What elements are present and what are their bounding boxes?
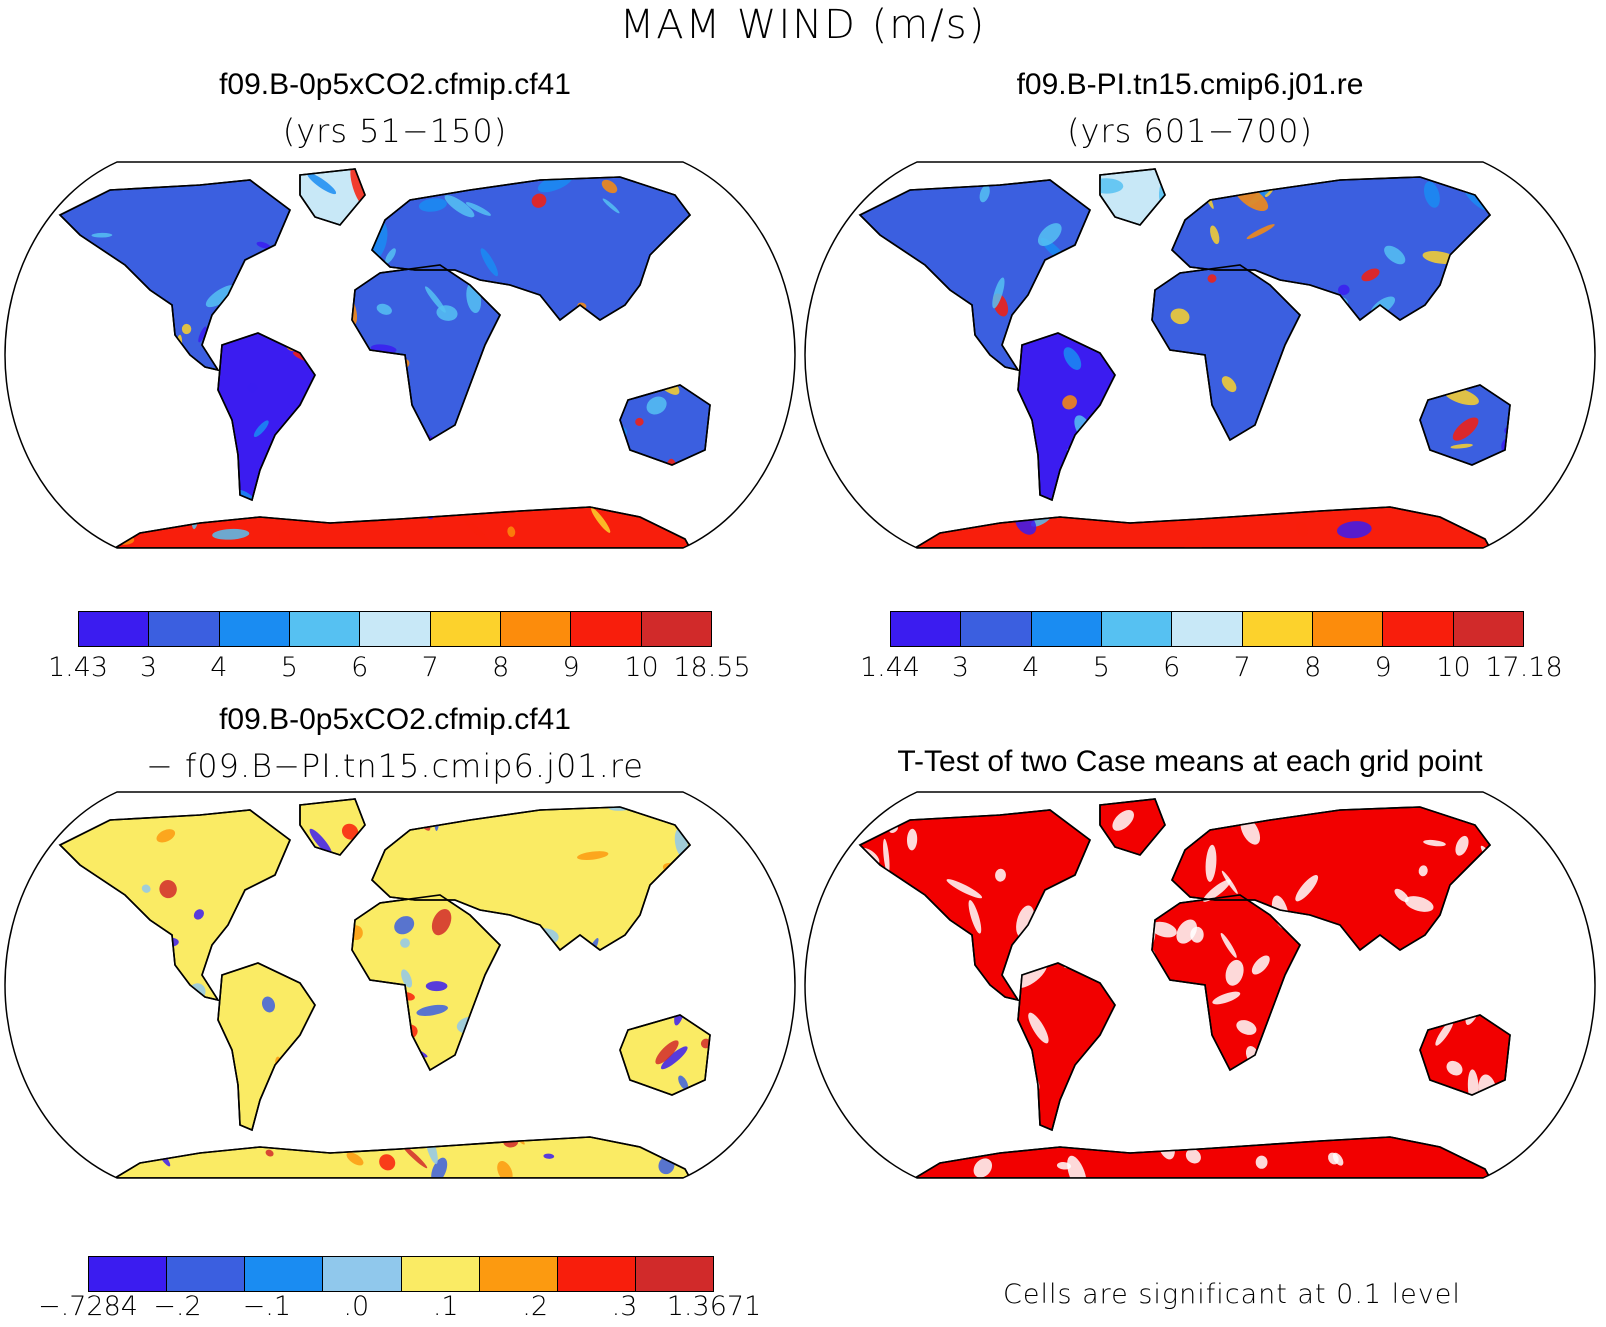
map-boundary [4, 161, 796, 549]
land-antarctica [112, 1136, 692, 1178]
colorbar-tick-label: 5 [1092, 652, 1110, 683]
colorbar-swatch [1031, 612, 1102, 646]
colorbar-swatch [1383, 612, 1454, 646]
colorbar-swatch [323, 1257, 402, 1291]
map-panel-4 [804, 791, 1596, 1179]
panel1-subtitle: (yrs 51−150) [282, 112, 508, 150]
colorbar-swatch [167, 1257, 246, 1291]
land-africa [351, 264, 501, 442]
map-panel-1 [4, 161, 796, 549]
colorbar-tick-label: 9 [1374, 652, 1392, 683]
colorbar-tick-label: 8 [492, 652, 510, 683]
colorbar-swatch [289, 612, 361, 646]
colorbar-swatch [479, 1257, 558, 1291]
colorbar-tick-label: 10 [624, 652, 659, 683]
colorbar-1 [78, 611, 712, 647]
land-antarctica [912, 1136, 1492, 1178]
colorbar-swatch [401, 1257, 480, 1291]
colorbar-tick-label: 7 [421, 652, 439, 683]
colorbar-swatch [430, 612, 501, 646]
colorbar-swatch [1172, 612, 1243, 646]
colorbar-tick-label: −.2 [153, 1291, 202, 1322]
land-africa [351, 894, 501, 1072]
colorbar-tick-label: −.1 [242, 1291, 292, 1322]
colorbar-swatch [1453, 612, 1523, 646]
colorbar-2-labels: 1.44 3 4 5 6 7 8 9 10 17.18 [0, 652, 1606, 686]
land-greenland [1099, 168, 1166, 226]
map-boundary [804, 791, 1596, 1179]
colorbar-tick-label: 10 [1436, 652, 1471, 683]
panel2-subtitle: (yrs 601−700) [1067, 112, 1313, 150]
colorbar-tick-label: 4 [1022, 652, 1040, 683]
colorbar-2 [890, 611, 1524, 647]
map-panel-3 [4, 791, 796, 1179]
land-greenland [1099, 798, 1166, 856]
colorbar-swatch [961, 612, 1032, 646]
colorbar-swatch [149, 612, 220, 646]
panel4-title: T-Test of two Case means at each grid po… [897, 745, 1483, 778]
colorbar-tick-label: 3 [139, 652, 158, 683]
colorbar-tick-label: 17.18 [1485, 652, 1563, 683]
colorbar-swatch [360, 612, 431, 646]
colorbar-tick-label: 1.43 [47, 652, 109, 683]
colorbar-tick-label: .2 [522, 1291, 549, 1322]
colorbar-swatch [1101, 612, 1173, 646]
colorbar-swatch [79, 612, 150, 646]
colorbar-tick-label: 9 [562, 652, 580, 683]
panel3-title: f09.B-0p5xCO2.cfmip.cf41 [219, 703, 571, 736]
colorbar-tick-label: 1.3671 [666, 1291, 762, 1322]
colorbar-tick-label: 6 [1163, 652, 1181, 683]
land-samerica [1017, 962, 1116, 1132]
panel1-title: f09.B-0p5xCO2.cfmip.cf41 [219, 68, 571, 101]
colorbar-swatch [89, 1257, 168, 1291]
colorbar-swatch [1312, 612, 1384, 646]
colorbar-tick-label: 8 [1304, 652, 1322, 683]
colorbar-tick-label: 5 [280, 652, 298, 683]
land-samerica [217, 962, 316, 1132]
colorbar-swatch [635, 1257, 713, 1291]
map-boundary [4, 791, 796, 1179]
colorbar-tick-label: 6 [351, 652, 369, 683]
colorbar-tick-label: 4 [210, 652, 228, 683]
colorbar-1-labels: 1.43 3 4 5 6 7 8 9 10 18.55 [0, 652, 800, 686]
map-boundary [804, 161, 1596, 549]
colorbar-swatch [891, 612, 962, 646]
colorbar-tick-label: 3 [951, 652, 970, 683]
colorbar-tick-label: 18.55 [673, 652, 751, 683]
colorbar-tick-label: .1 [432, 1291, 459, 1322]
colorbar-swatch [500, 612, 572, 646]
panel3-subtitle: − f09.B−PI.tn15.cmip6.j01.re [146, 747, 644, 785]
colorbar-swatch [245, 1257, 324, 1291]
panel2-title: f09.B-PI.tn15.cmip6.j01.re [1016, 68, 1364, 101]
colorbar-tick-label: .0 [343, 1291, 370, 1322]
colorbar-3-labels: −.7284 −.2 −.1 .0 .1 .2 .3 1.3671 [0, 1291, 800, 1325]
colorbar-swatch [571, 612, 642, 646]
land-africa [1151, 894, 1301, 1072]
significance-note: Cells are significant at 0.1 level [1003, 1279, 1461, 1310]
colorbar-swatch [557, 1257, 636, 1291]
colorbar-swatch [641, 612, 711, 646]
land-antarctica [912, 506, 1492, 548]
colorbar-swatch [219, 612, 290, 646]
colorbar-tick-label: −.7284 [38, 1291, 138, 1322]
colorbar-tick-label: .3 [611, 1291, 638, 1322]
colorbar-tick-label: 1.44 [859, 652, 921, 683]
figure-title: MAM WIND (m/s) [619, 2, 987, 48]
colorbar-tick-label: 7 [1233, 652, 1251, 683]
colorbar-3 [88, 1256, 714, 1292]
colorbar-swatch [1242, 612, 1313, 646]
map-panel-2 [804, 161, 1596, 549]
land-africa [1151, 264, 1301, 442]
